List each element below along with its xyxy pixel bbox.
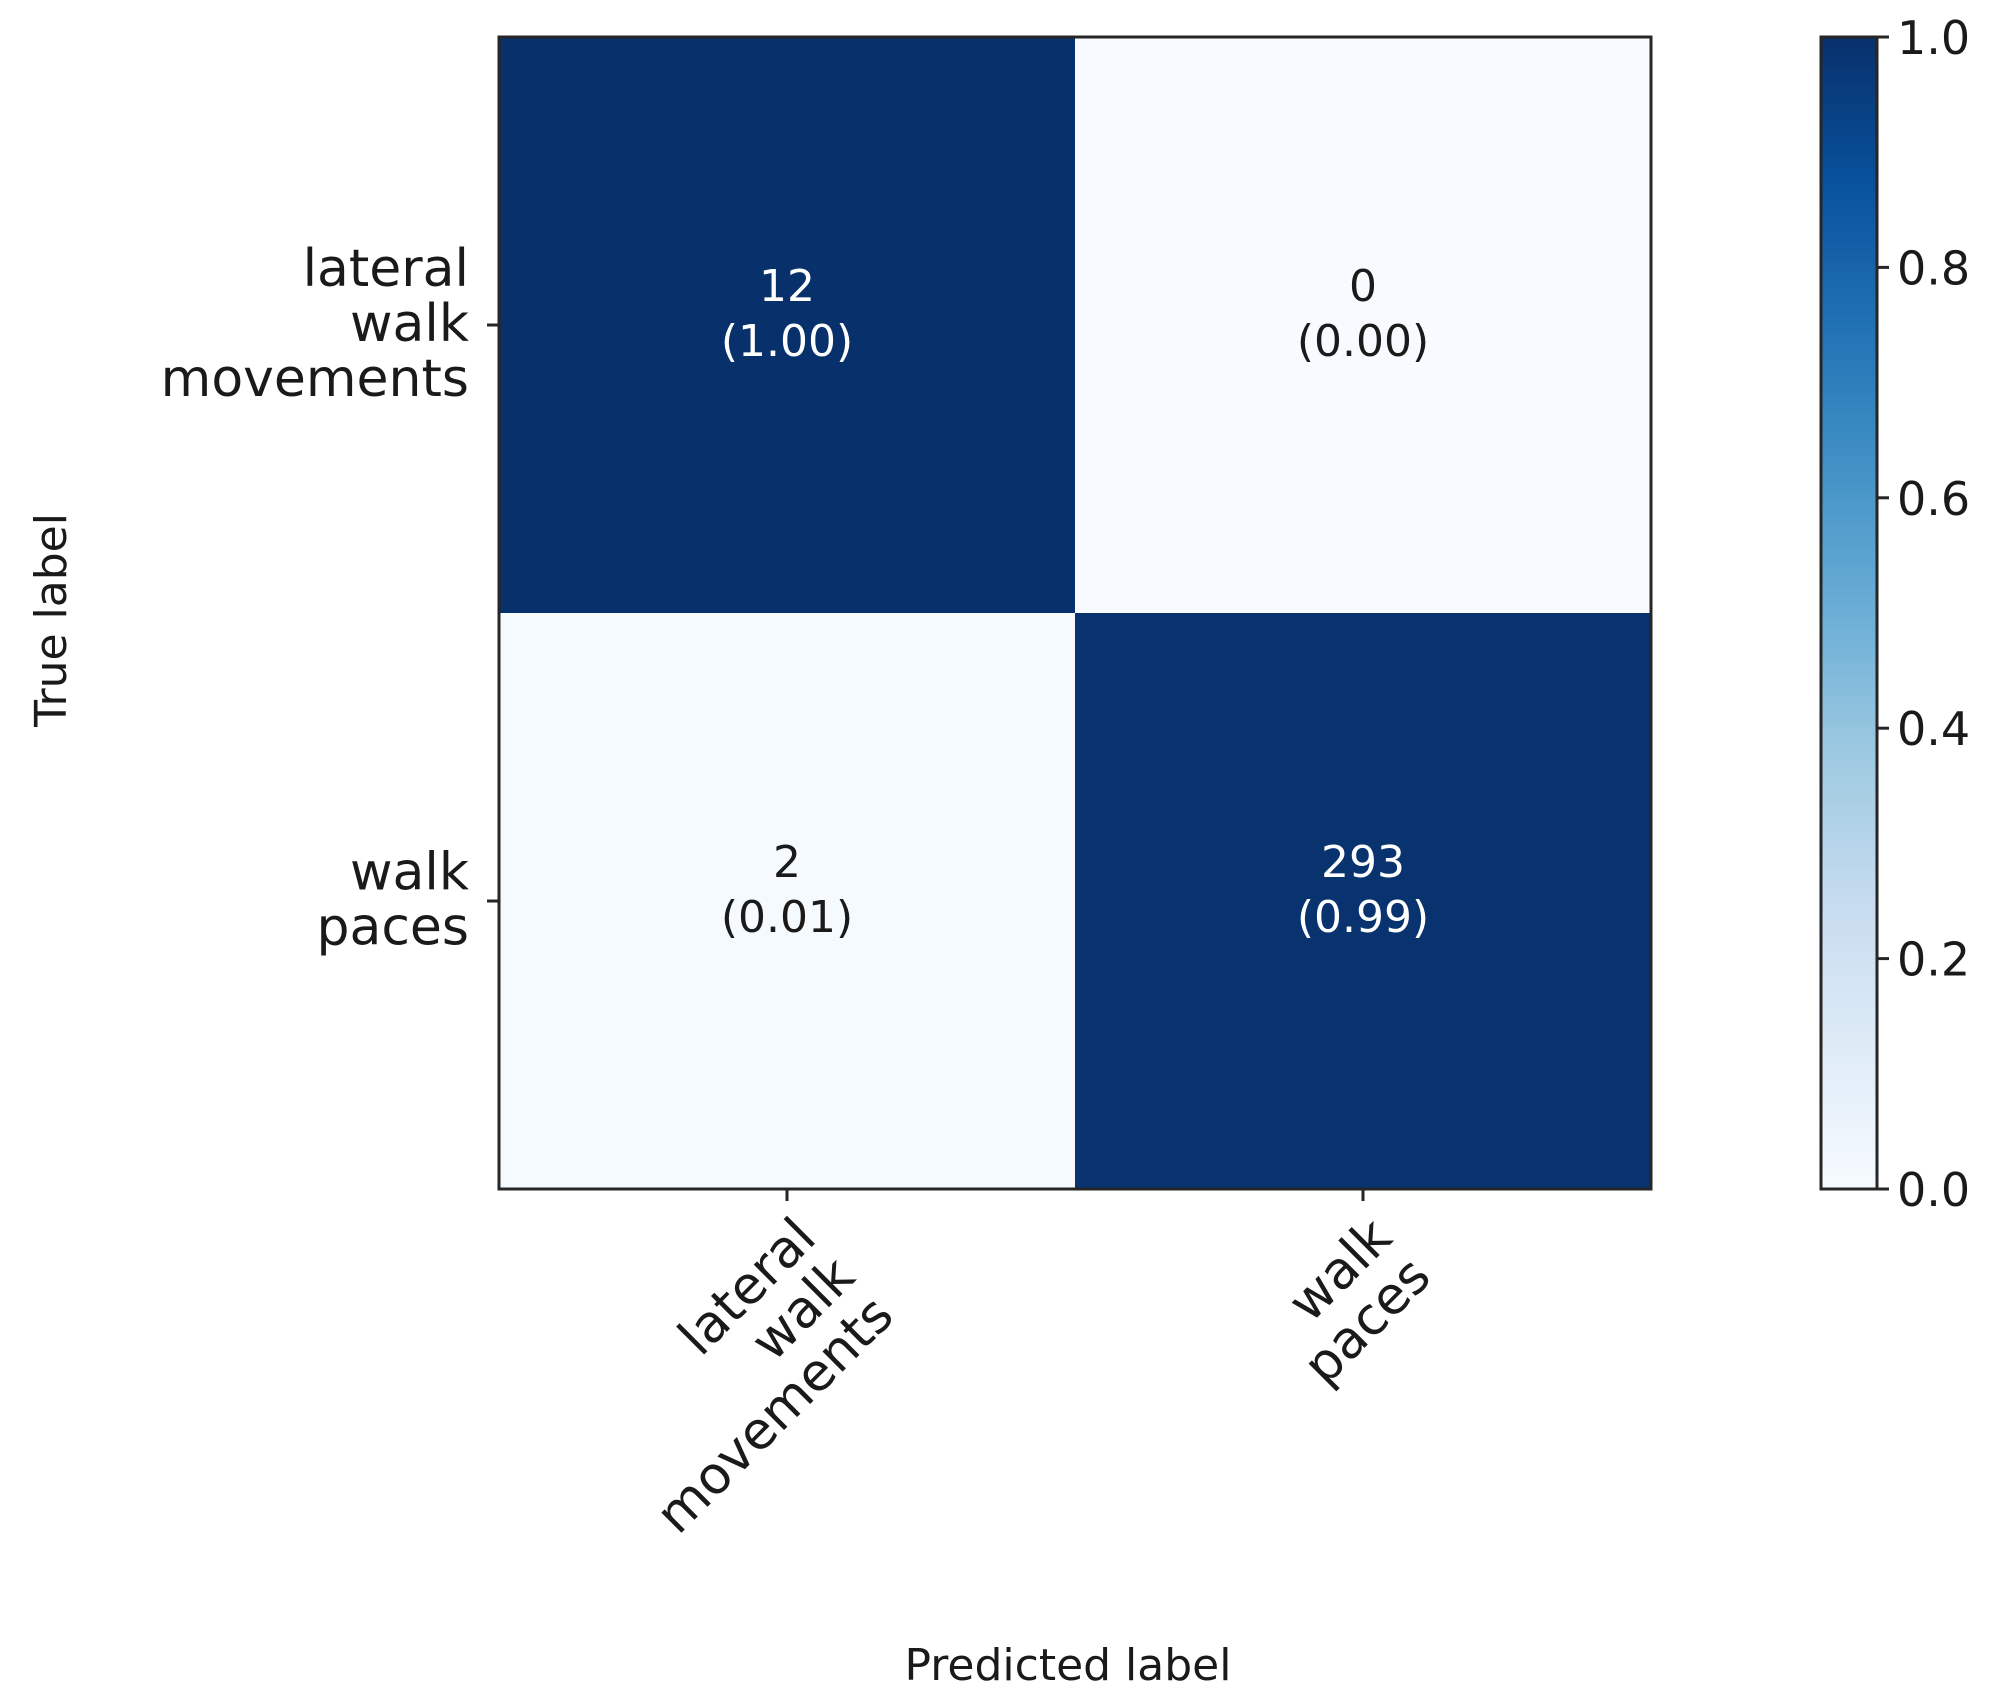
heatmap-cell-0-0 [499, 37, 1075, 613]
cell-ratio-1-0: (0.01) [721, 892, 853, 943]
cell-count-1-0: 2 [773, 837, 801, 888]
colorbar-tick-label-3: 0.6 [1897, 472, 1970, 526]
heatmap-cell-0-1 [1075, 37, 1651, 613]
y-tick-label-1: walk paces [316, 843, 469, 958]
cell-count-0-1: 0 [1349, 261, 1377, 312]
heatmap-cells [499, 37, 1651, 1189]
colorbar [1819, 35, 1879, 1191]
y-axis-label: True label [26, 513, 77, 728]
cell-ratio-0-0: (1.00) [721, 316, 853, 367]
x-axis-ticks: lateralwalkmovements walkpaces [567, 1189, 1442, 1545]
colorbar-tick-label-4: 0.8 [1897, 241, 1970, 295]
heatmap-cell-1-1 [1075, 613, 1651, 1189]
cell-count-0-0: 12 [759, 261, 815, 312]
x-axis-label: Predicted label [905, 1640, 1232, 1691]
cell-count-1-1: 293 [1321, 837, 1405, 888]
heatmap-cell-1-0 [499, 613, 1075, 1189]
colorbar-tick-label-0: 0.0 [1897, 1163, 1970, 1217]
heatmap-cell-labels: 12(1.00) 0(0.00) 2(0.01) 293(0.99) [721, 261, 1429, 943]
y-tick-label-0: lateral walk movements [161, 239, 469, 409]
x-tick-label-0: lateralwalkmovements [567, 1207, 905, 1545]
plot-frame [497, 35, 1653, 1191]
colorbar-tick-label-2: 0.4 [1897, 702, 1970, 756]
colorbar-ticks: 0.0 0.2 0.4 0.6 0.8 1.0 [1877, 11, 1970, 1217]
cell-ratio-1-1: (0.99) [1297, 892, 1429, 943]
colorbar-tick-label-5: 1.0 [1897, 11, 1970, 65]
x-tick-label-1: walkpaces [1253, 1207, 1442, 1396]
cell-ratio-0-1: (0.00) [1297, 316, 1429, 367]
y-axis-ticks: lateral walk movements walk paces [161, 239, 499, 958]
colorbar-tick-label-1: 0.2 [1897, 933, 1970, 987]
